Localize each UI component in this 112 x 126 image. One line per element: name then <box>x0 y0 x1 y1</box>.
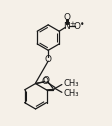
Text: •: • <box>79 20 84 29</box>
Text: O: O <box>44 55 51 64</box>
Text: CH₃: CH₃ <box>63 79 79 88</box>
Text: O: O <box>41 77 48 86</box>
Text: O: O <box>73 22 80 31</box>
Text: O: O <box>42 76 49 85</box>
Text: N: N <box>63 22 70 31</box>
Text: O: O <box>63 13 70 22</box>
Text: CH₃: CH₃ <box>63 89 79 98</box>
Text: +: + <box>69 21 75 27</box>
